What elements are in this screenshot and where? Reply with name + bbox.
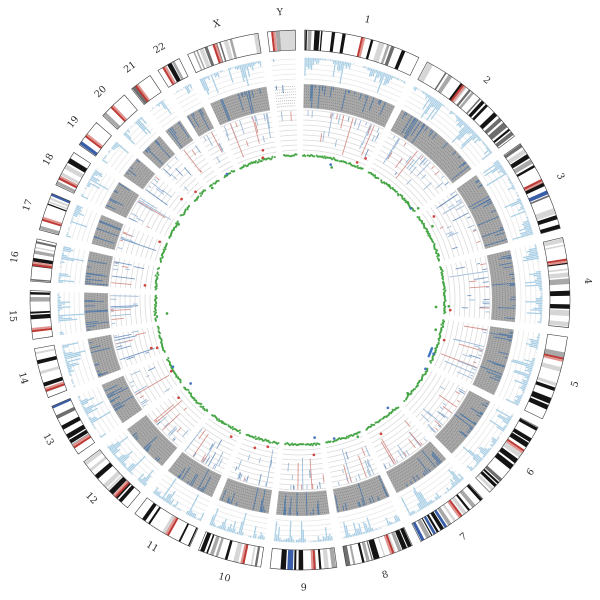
- chromosome-label-15: 15: [7, 310, 19, 323]
- histogram-gridlines: [58, 58, 542, 542]
- chromosome-label-3: 3: [554, 171, 567, 181]
- chromosome-label-5: 5: [569, 380, 581, 389]
- chromosome-label-14: 14: [16, 371, 30, 386]
- chromosome-label-X: X: [212, 18, 222, 31]
- chromosome-label-Y: Y: [275, 7, 284, 19]
- chromosome-label-22: 22: [152, 41, 168, 57]
- track-scatter-green: [143, 148, 452, 457]
- chromosome-label-21: 21: [122, 59, 138, 75]
- chromosome-label-12: 12: [83, 490, 99, 506]
- chromosome-label-10: 10: [217, 571, 232, 585]
- track-density-gray: [83, 84, 517, 517]
- chromosome-label-11: 11: [144, 539, 160, 555]
- chromosome-label-20: 20: [93, 84, 109, 100]
- chromosome-label-6: 6: [525, 467, 537, 478]
- feature-segments: [427, 347, 434, 358]
- feature-segment-chr5: [427, 347, 434, 358]
- chromosome-label-2: 2: [481, 74, 493, 86]
- track-ideogram: [29, 29, 571, 571]
- chromosome-label-16: 16: [9, 250, 22, 264]
- track-variant-needles: [110, 110, 490, 490]
- chromosome-label-18: 18: [41, 152, 57, 168]
- chromosome-label-7: 7: [458, 531, 469, 543]
- chromosome-label-1: 1: [363, 14, 371, 26]
- chromosome-label-4: 4: [582, 278, 593, 285]
- chromosome-label-8: 8: [381, 569, 390, 581]
- chromosome-label-17: 17: [21, 198, 35, 213]
- track-coverage-histogram: [57, 57, 543, 543]
- chromosome-label-9: 9: [301, 582, 307, 593]
- chromosome-label-19: 19: [65, 114, 81, 130]
- chromosome-label-13: 13: [40, 432, 55, 448]
